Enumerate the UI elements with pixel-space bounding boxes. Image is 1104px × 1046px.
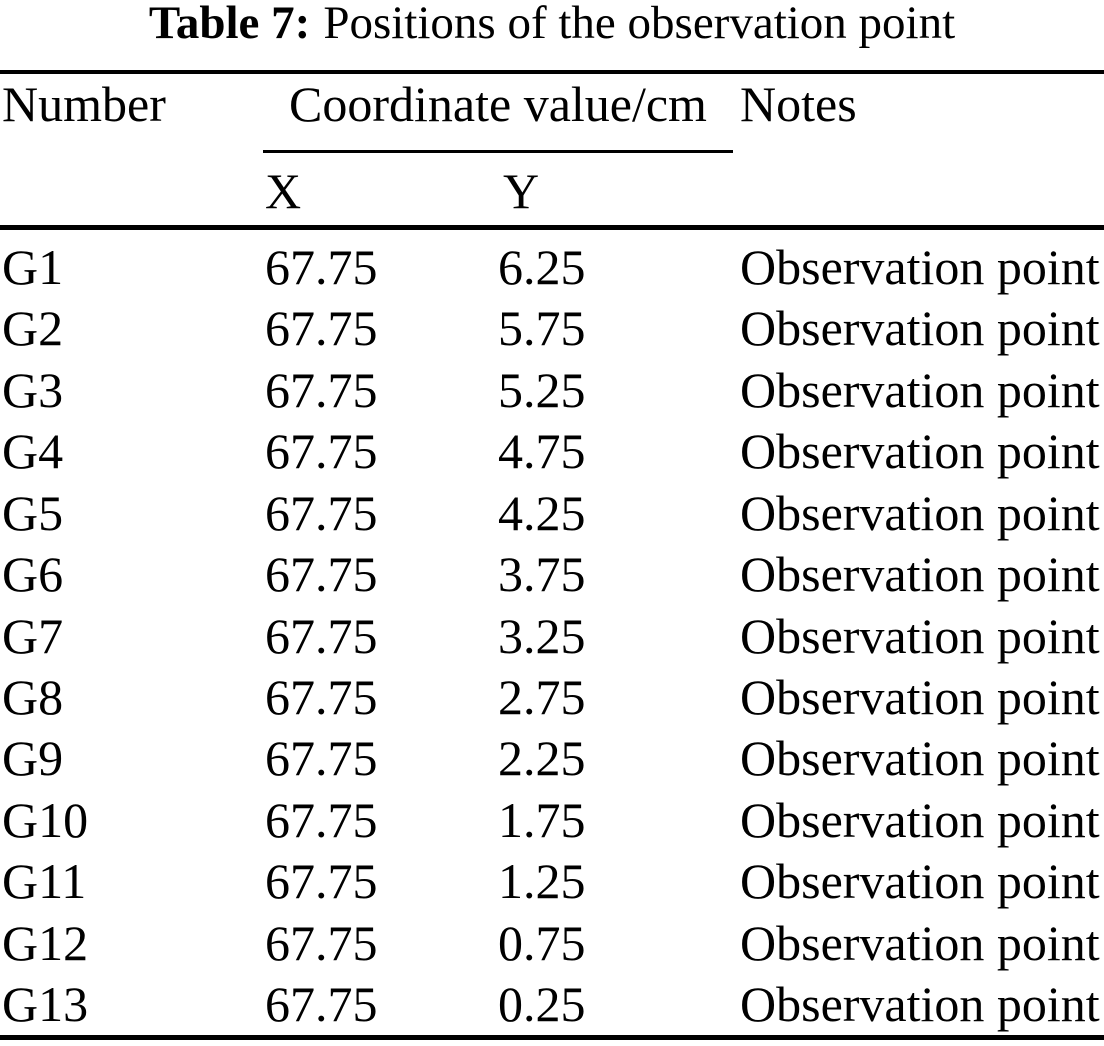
- row-y-cell: 2.25: [498, 730, 586, 787]
- row-notes-cell: Observation point: [740, 730, 1100, 787]
- row-x-cell: 67.75: [265, 976, 378, 1033]
- row-y-cell: 3.75: [498, 546, 586, 603]
- row-y-cell: 1.25: [498, 853, 586, 910]
- column-header-number: Number: [2, 76, 166, 132]
- row-number-cell: G11: [2, 853, 87, 910]
- row-number-cell: G12: [2, 914, 89, 971]
- row-x-cell: 67.75: [265, 361, 378, 418]
- row-number-cell: G9: [2, 730, 64, 787]
- row-notes-cell: Observation point: [740, 546, 1100, 603]
- caption-text: Positions of the observation point: [323, 0, 956, 49]
- table-row: G5 67.75 4.25 Observation point: [0, 482, 1104, 543]
- row-notes-cell: Observation point: [740, 914, 1100, 971]
- row-x-cell: 67.75: [265, 607, 378, 664]
- row-y-cell: 5.75: [498, 300, 586, 357]
- column-header-coordinate-group: Coordinate value/cm: [289, 76, 707, 132]
- row-number-cell: G1: [2, 238, 64, 295]
- row-number-cell: G13: [2, 976, 89, 1033]
- row-x-cell: 67.75: [265, 853, 378, 910]
- row-x-cell: 67.75: [265, 484, 378, 541]
- row-number-cell: G7: [2, 607, 64, 664]
- row-notes-cell: Observation point: [740, 238, 1100, 295]
- table-row: G6 67.75 3.75 Observation point: [0, 543, 1104, 604]
- row-notes-cell: Observation point: [740, 853, 1100, 910]
- row-notes-cell: Observation point: [740, 976, 1100, 1033]
- table-row: G2 67.75 5.75 Observation point: [0, 297, 1104, 358]
- table-row: G9 67.75 2.25 Observation point: [0, 728, 1104, 789]
- table-row: G10 67.75 1.75 Observation point: [0, 789, 1104, 850]
- row-number-cell: G2: [2, 300, 64, 357]
- row-x-cell: 67.75: [265, 423, 378, 480]
- row-notes-cell: Observation point: [740, 791, 1100, 848]
- row-number-cell: G3: [2, 361, 64, 418]
- row-y-cell: 0.25: [498, 976, 586, 1033]
- row-notes-cell: Observation point: [740, 607, 1100, 664]
- row-y-cell: 2.75: [498, 669, 586, 726]
- row-x-cell: 67.75: [265, 546, 378, 603]
- table-row: G4 67.75 4.75 Observation point: [0, 420, 1104, 481]
- row-y-cell: 5.25: [498, 361, 586, 418]
- row-number-cell: G8: [2, 669, 64, 726]
- table-bottom-rule: [0, 1035, 1104, 1040]
- row-number-cell: G6: [2, 546, 64, 603]
- table-row: G8 67.75 2.75 Observation point: [0, 666, 1104, 727]
- table-row: G1 67.75 6.25 Observation point: [0, 236, 1104, 297]
- row-x-cell: 67.75: [265, 669, 378, 726]
- row-x-cell: 67.75: [265, 791, 378, 848]
- column-header-notes: Notes: [740, 76, 857, 132]
- row-y-cell: 3.25: [498, 607, 586, 664]
- table-row: G12 67.75 0.75 Observation point: [0, 912, 1104, 973]
- row-number-cell: G5: [2, 484, 64, 541]
- caption-label: Table 7:: [148, 0, 311, 49]
- table-caption: Table 7: Positions of the observation poi…: [0, 0, 1104, 47]
- row-notes-cell: Observation point: [740, 423, 1100, 480]
- table-header-rule: [0, 225, 1104, 230]
- row-y-cell: 4.25: [498, 484, 586, 541]
- row-number-cell: G10: [2, 791, 89, 848]
- row-x-cell: 67.75: [265, 730, 378, 787]
- row-x-cell: 67.75: [265, 238, 378, 295]
- row-y-cell: 4.75: [498, 423, 586, 480]
- row-x-cell: 67.75: [265, 914, 378, 971]
- table-row: G3 67.75 5.25 Observation point: [0, 359, 1104, 420]
- row-y-cell: 0.75: [498, 914, 586, 971]
- row-x-cell: 67.75: [265, 300, 378, 357]
- row-notes-cell: Observation point: [740, 300, 1100, 357]
- row-number-cell: G4: [2, 423, 64, 480]
- table-row: G7 67.75 3.25 Observation point: [0, 605, 1104, 666]
- table-body: G1 67.75 6.25 Observation point G2 67.75…: [0, 230, 1104, 1035]
- coordinate-group-underline-rule: [263, 150, 733, 153]
- table-row: G13 67.75 0.25 Observation point: [0, 974, 1104, 1035]
- row-notes-cell: Observation point: [740, 361, 1100, 418]
- table-row: G11 67.75 1.25 Observation point: [0, 851, 1104, 912]
- row-notes-cell: Observation point: [740, 669, 1100, 726]
- row-notes-cell: Observation point: [740, 484, 1100, 541]
- table-top-rule: [0, 70, 1104, 74]
- column-header-x: X: [265, 163, 302, 219]
- row-y-cell: 1.75: [498, 791, 586, 848]
- row-y-cell: 6.25: [498, 238, 586, 295]
- column-header-y: Y: [503, 163, 540, 219]
